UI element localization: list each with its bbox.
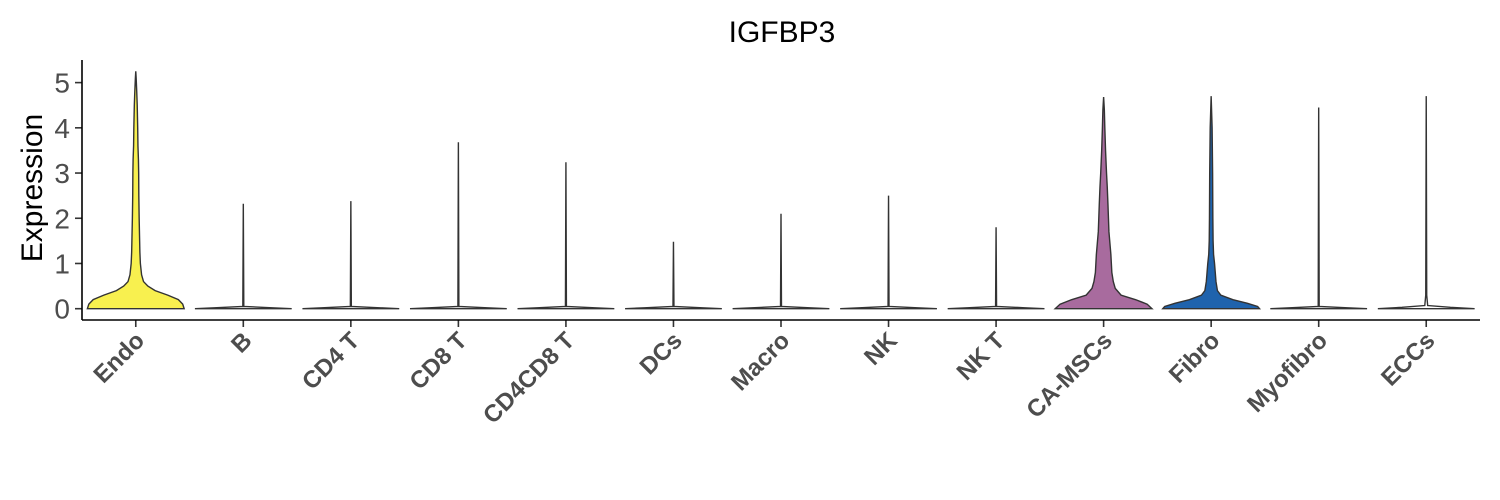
y-tick-label: 3 (54, 158, 70, 189)
violin-b (194, 203, 292, 310)
violin-cd4cd8-t (517, 162, 615, 310)
x-tick-label: DCs (635, 327, 688, 380)
x-tick-label: CD4 T (297, 327, 365, 395)
x-tick-label: Endo (88, 327, 150, 389)
x-tick-label: NK (859, 327, 903, 371)
x-tick-label: NK T (952, 327, 1011, 386)
x-tick-label: CD8 T (405, 327, 473, 395)
x-tick-label: Macro (726, 327, 795, 396)
y-tick-label: 1 (54, 248, 70, 279)
y-tick-label: 5 (54, 68, 70, 99)
violin-fibro (1161, 96, 1262, 310)
violin-macro (732, 213, 830, 310)
x-tick-label: Fibro (1164, 327, 1226, 389)
violin-cd8-t (409, 142, 507, 310)
violin-eccs (1377, 96, 1475, 310)
chart-title: IGFBP3 (729, 16, 836, 49)
violin-myofibro (1270, 107, 1368, 310)
x-tick-label: CD4CD8 T (478, 327, 580, 429)
x-axis-ticks: Endo B CD4 T CD8 T CD4CD8 T DCs Macro NK NK T CA-… (88, 320, 1440, 429)
y-axis-ticks: 0 1 2 3 4 5 (54, 68, 82, 325)
violin-layer (86, 71, 1475, 310)
violin-nk-t (947, 227, 1045, 310)
x-tick-label: CA-MSCs (1021, 327, 1117, 423)
x-tick-label: B (226, 327, 257, 358)
violin-ca-mscs (1053, 97, 1154, 310)
y-tick-label: 2 (54, 203, 70, 234)
violin-endo (86, 71, 186, 310)
violin-cd4-t (302, 201, 400, 310)
x-tick-label: ECCs (1376, 327, 1440, 391)
violin-dcs (625, 241, 722, 310)
y-tick-label: 0 (54, 294, 70, 325)
violin-nk (840, 195, 937, 310)
x-tick-label: Myofibro (1242, 327, 1333, 418)
y-tick-label: 4 (54, 113, 70, 144)
y-axis-label: Expression (16, 114, 49, 262)
